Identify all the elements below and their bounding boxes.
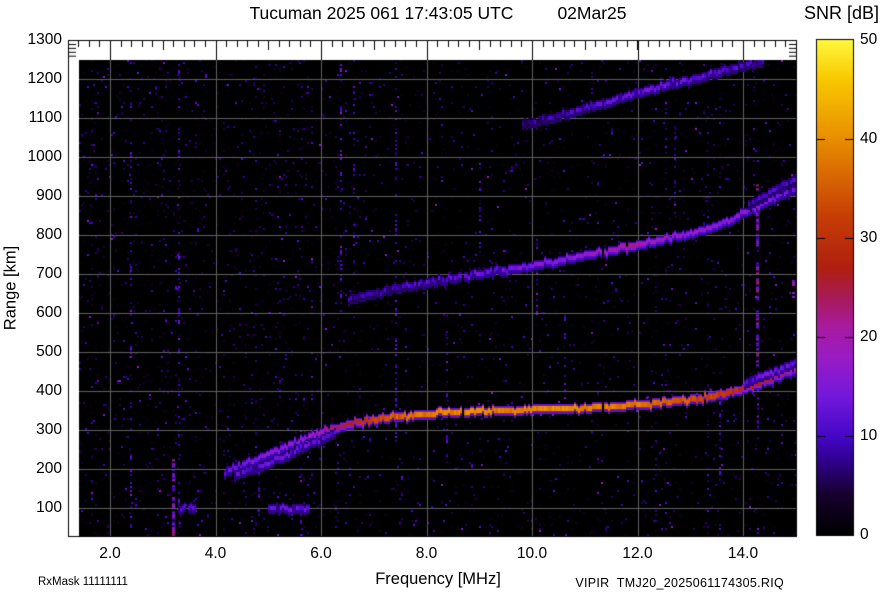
colorbar-tick-label: 0 <box>860 526 869 543</box>
rx-mask-label: RxMask 11111111 <box>38 576 128 588</box>
x-tick-label: 6.0 <box>310 545 332 562</box>
colorbar-tick-label: 30 <box>860 229 878 246</box>
y-tick-label: 800 <box>36 226 62 243</box>
y-tick-label: 900 <box>36 187 62 204</box>
x-tick-label: 4.0 <box>204 545 227 562</box>
colorbar-tick-label: 10 <box>860 427 878 444</box>
date-label: 02Mar25 <box>557 3 627 23</box>
y-tick-label: 300 <box>36 421 62 438</box>
colorbar-tick-label: 40 <box>860 130 878 147</box>
y-tick-label: 500 <box>36 343 62 360</box>
data-file-label: VIPIR TMJ20_2025061174305.RIQ <box>575 576 784 590</box>
colorbar-tick-label: 50 <box>860 31 878 48</box>
x-tick-label: 12.0 <box>622 545 653 562</box>
x-axis-label: Frequency [MHz] <box>375 570 501 588</box>
y-tick-label: 1300 <box>27 31 62 48</box>
colorbar-title: SNR [dB] <box>803 3 879 23</box>
x-tick-label: 10.0 <box>516 545 548 562</box>
x-tick-label: 2.0 <box>99 545 121 562</box>
page-title: Tucuman 2025 061 17:43:05 UTC <box>249 3 514 23</box>
plot-title-row: Tucuman 2025 061 17:43:05 UTC 02Mar25 <box>68 3 808 24</box>
y-tick-label: 1000 <box>27 148 62 165</box>
x-tick-label: 14.0 <box>727 545 759 562</box>
y-tick-label: 1100 <box>28 109 62 126</box>
y-tick-label: 600 <box>36 304 62 321</box>
y-tick-label: 1200 <box>27 70 62 87</box>
y-tick-label: 200 <box>36 460 62 477</box>
colorbar-tick-label: 20 <box>860 328 878 345</box>
x-tick-label: 8.0 <box>415 545 438 562</box>
y-tick-label: 700 <box>36 265 62 282</box>
y-tick-label: 400 <box>36 382 62 399</box>
y-tick-label: 100 <box>36 499 62 516</box>
